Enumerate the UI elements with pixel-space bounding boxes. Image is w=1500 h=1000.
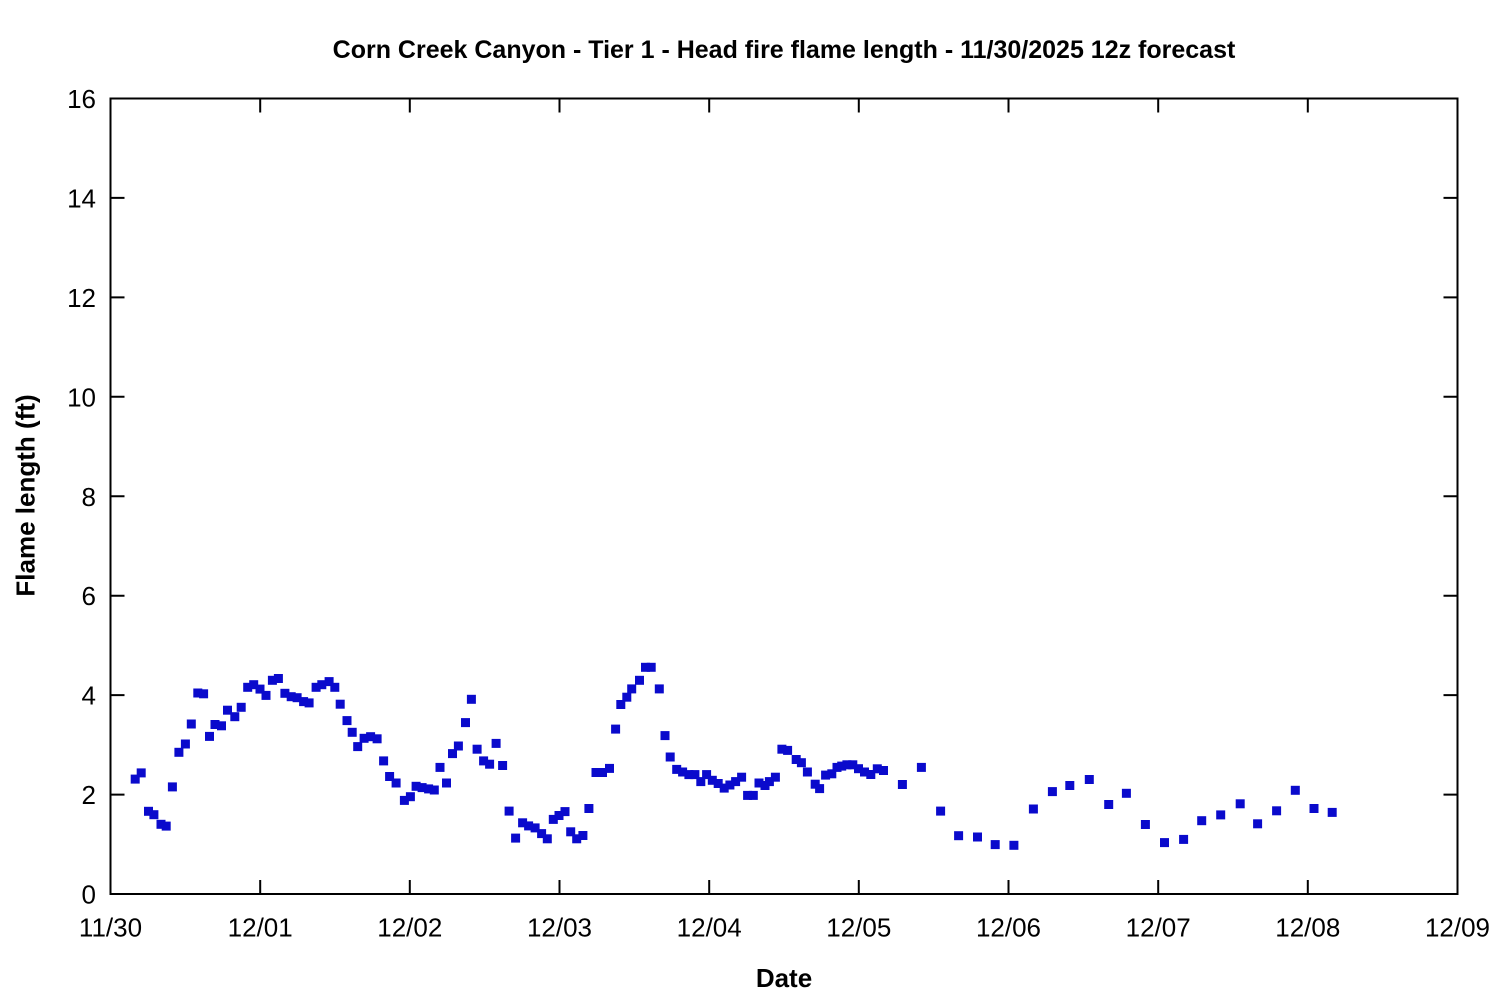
svg-text:12/02: 12/02 — [377, 913, 442, 943]
svg-text:12/04: 12/04 — [677, 913, 742, 943]
svg-text:12/09: 12/09 — [1425, 913, 1490, 943]
svg-text:14: 14 — [67, 183, 96, 213]
svg-text:2: 2 — [82, 780, 96, 810]
svg-text:4: 4 — [82, 681, 96, 711]
svg-text:11/30: 11/30 — [79, 913, 142, 943]
svg-text:12: 12 — [67, 283, 96, 313]
svg-text:6: 6 — [82, 581, 96, 611]
svg-text:Flame length (ft): Flame length (ft) — [11, 394, 41, 596]
svg-text:10: 10 — [67, 382, 96, 412]
svg-text:Date: Date — [756, 963, 812, 993]
svg-text:12/01: 12/01 — [228, 913, 293, 943]
svg-text:12/08: 12/08 — [1275, 913, 1340, 943]
svg-text:0: 0 — [82, 880, 96, 910]
svg-text:12/05: 12/05 — [826, 913, 891, 943]
svg-text:Corn Creek Canyon - Tier 1 - H: Corn Creek Canyon - Tier 1 - Head fire f… — [333, 36, 1236, 64]
svg-text:12/03: 12/03 — [527, 913, 592, 943]
svg-text:8: 8 — [82, 482, 96, 512]
svg-text:16: 16 — [67, 84, 96, 114]
svg-text:12/06: 12/06 — [976, 913, 1041, 943]
svg-text:12/07: 12/07 — [1126, 913, 1191, 943]
